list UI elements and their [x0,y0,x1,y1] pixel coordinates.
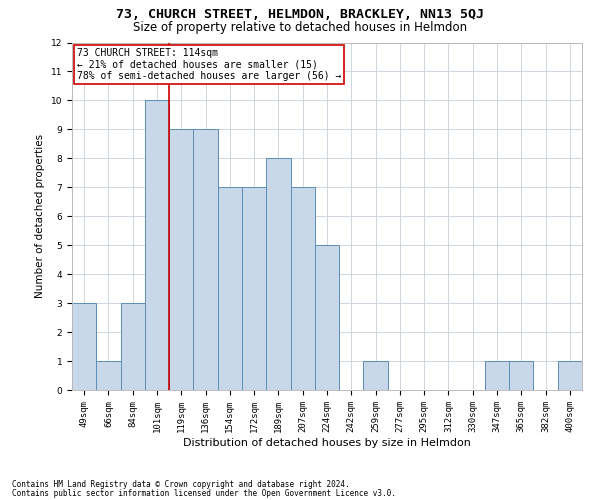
Bar [290,188,315,390]
Text: 73, CHURCH STREET, HELMDON, BRACKLEY, NN13 5QJ: 73, CHURCH STREET, HELMDON, BRACKLEY, NN… [116,8,484,20]
Bar [145,100,169,390]
Bar [485,361,509,390]
Bar [509,361,533,390]
Bar [169,130,193,390]
Bar [218,188,242,390]
Bar [96,361,121,390]
Bar [193,130,218,390]
Bar [364,361,388,390]
Bar [315,245,339,390]
Y-axis label: Number of detached properties: Number of detached properties [35,134,45,298]
Text: Contains public sector information licensed under the Open Government Licence v3: Contains public sector information licen… [12,489,396,498]
Text: 73 CHURCH STREET: 114sqm
← 21% of detached houses are smaller (15)
78% of semi-d: 73 CHURCH STREET: 114sqm ← 21% of detach… [77,48,341,81]
Bar [558,361,582,390]
Text: Size of property relative to detached houses in Helmdon: Size of property relative to detached ho… [133,21,467,34]
Bar [72,303,96,390]
Bar [121,303,145,390]
Bar [242,188,266,390]
Text: Contains HM Land Registry data © Crown copyright and database right 2024.: Contains HM Land Registry data © Crown c… [12,480,350,489]
X-axis label: Distribution of detached houses by size in Helmdon: Distribution of detached houses by size … [183,438,471,448]
Bar [266,158,290,390]
